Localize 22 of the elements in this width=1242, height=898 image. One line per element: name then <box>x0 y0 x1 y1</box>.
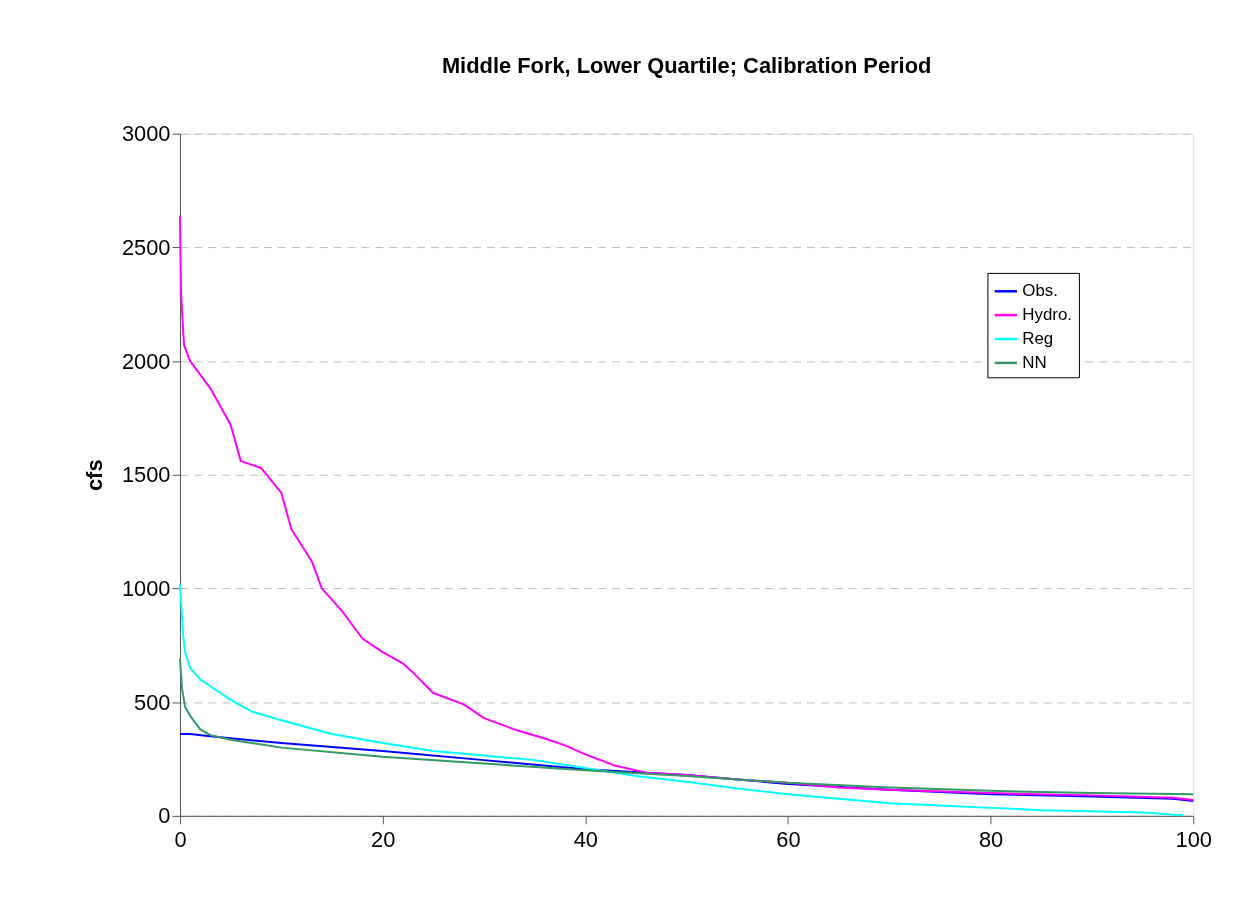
x-tick-label: 40 <box>573 827 598 853</box>
x-tick-label: 60 <box>776 827 801 853</box>
y-axis-title: cfs <box>81 459 107 492</box>
y-tick-label: 1000 <box>121 575 171 601</box>
legend-label: Obs. <box>1022 281 1058 301</box>
y-tick-label: 500 <box>134 689 171 715</box>
line-series <box>178 582 1185 817</box>
legend-label: Hydro. <box>1022 305 1072 325</box>
line-series <box>178 214 1195 801</box>
chart-title: Middle Fork, Lower Quartile; Calibration Period <box>441 53 932 79</box>
legend-label: Reg <box>1022 328 1054 348</box>
legend-label: NN <box>1022 352 1047 372</box>
y-tick-label: 0 <box>158 803 171 829</box>
x-tick-label: 100 <box>1175 827 1213 853</box>
x-tick-label: 0 <box>174 827 187 853</box>
y-tick-label: 2000 <box>121 348 171 374</box>
y-tick-label: 3000 <box>121 121 171 147</box>
y-tick-label: 2500 <box>121 234 171 260</box>
y-tick-label: 1500 <box>121 462 171 488</box>
x-tick-label: 80 <box>978 827 1004 853</box>
line-series <box>178 657 1195 796</box>
x-tick-label: 20 <box>370 827 396 853</box>
